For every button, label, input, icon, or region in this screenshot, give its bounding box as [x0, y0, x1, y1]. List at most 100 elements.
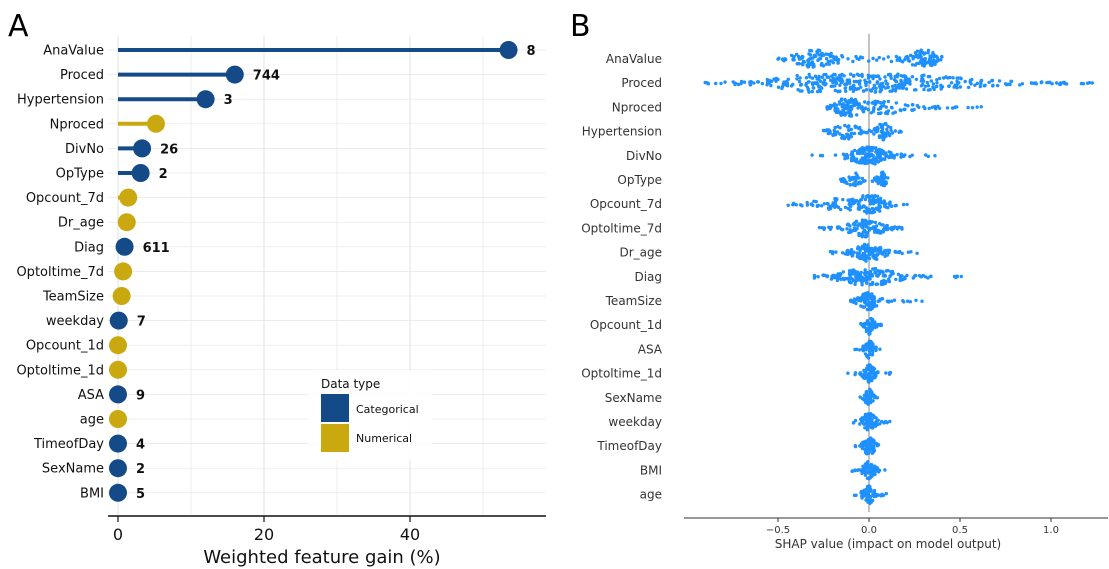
shap-point-nproced: [927, 106, 931, 111]
dot-divno: [133, 139, 152, 158]
shap-point-diag: [876, 269, 880, 273]
shap-point-sexname: [872, 395, 877, 399]
shap-point-anavalue: [794, 52, 799, 56]
shap-point-diag: [860, 276, 865, 280]
shap-point-hypertension: [836, 125, 840, 129]
shap-point-anavalue: [923, 57, 927, 61]
shap-point-proced: [817, 84, 822, 89]
category-label-anavalue: AnaValue: [43, 44, 104, 59]
shap-point-dr-age: [869, 246, 874, 251]
shap-point-nproced: [872, 106, 876, 110]
category-label-opcount-1d: Opcount_1d: [26, 339, 104, 354]
category-label-nproced: Nproced: [50, 117, 104, 132]
shap-point-hypertension: [859, 132, 863, 136]
shap-point-proced: [740, 79, 744, 84]
shap-point-diag: [848, 274, 852, 279]
shap-point-teamsize: [872, 300, 877, 305]
shap-point-proced: [856, 87, 861, 91]
shap-point-weekday: [861, 416, 865, 420]
shap-point-opcount-1d: [872, 323, 876, 328]
shap-point-proced: [973, 83, 977, 87]
shap-point-teamsize: [867, 303, 871, 307]
shap-point-divno: [833, 153, 838, 157]
shap-point-nproced: [832, 103, 836, 108]
shap-point-proced: [878, 89, 883, 93]
shap-point-optoltime-1d: [862, 368, 866, 373]
shap-point-proced: [1064, 82, 1069, 86]
panel-a-grid: [108, 36, 546, 515]
shap-point-dr-age: [871, 251, 875, 256]
shap-point-hypertension: [852, 131, 857, 136]
shap-point-teamsize: [890, 299, 894, 303]
shap-point-opcount-7d: [861, 204, 866, 208]
shap-point-opcount-7d: [867, 207, 871, 212]
shap-point-divno: [862, 149, 867, 153]
shap-point-proced: [872, 83, 876, 88]
shap-point-opcount-7d: [826, 206, 831, 210]
shap-point-nproced: [890, 106, 894, 110]
shap-point-optype: [848, 182, 852, 187]
shap-point-nproced: [911, 103, 915, 107]
panel-b-category-labels: AnaValue Proced Nproced Hypertension DivNo Op…: [581, 52, 663, 502]
shap-point-hypertension: [889, 125, 893, 130]
shap-point-anavalue: [820, 51, 824, 56]
shap-point-hypertension: [843, 123, 847, 128]
shap-point-nproced: [884, 105, 888, 109]
shap-point-proced: [1062, 80, 1066, 85]
shap-point-proced: [975, 81, 979, 86]
shap-point-anavalue: [860, 56, 865, 60]
shap-point-optoltime-7d: [884, 225, 888, 230]
shap-point-anavalue: [832, 57, 837, 61]
shap-point-weekday: [871, 424, 875, 428]
shap-point-optoltime-7d: [840, 227, 844, 232]
shap-point-hypertension: [832, 128, 836, 133]
shap-point-divno: [819, 153, 823, 158]
shap-point-opcount-7d: [792, 202, 796, 206]
shap-point-teamsize: [868, 307, 873, 312]
shap-point-anavalue: [846, 57, 850, 61]
shap-point-proced: [921, 79, 926, 84]
shap-point-proced: [899, 78, 903, 83]
shap-point-weekday: [865, 425, 870, 430]
shap-point-proced: [920, 82, 925, 87]
shap-tick-label: 0.5: [952, 525, 968, 536]
shap-point-dr-age: [861, 246, 865, 251]
shap-point-dr-age: [873, 257, 878, 261]
shap-point-opcount-7d: [843, 205, 848, 210]
shap-point-optoltime-7d: [877, 222, 882, 226]
shap-point-divno: [852, 158, 856, 163]
shap-point-diag: [873, 266, 878, 271]
shap-point-divno: [887, 155, 891, 160]
shap-point-optoltime-7d: [889, 226, 893, 230]
shap-point-dr-age: [864, 248, 868, 253]
tick-label: 0: [113, 525, 123, 544]
shap-feature-label-asa: ASA: [638, 342, 663, 356]
category-label-weekday: weekday: [46, 314, 104, 329]
shap-point-anavalue: [931, 55, 936, 59]
shap-point-proced: [963, 79, 967, 84]
shap-point-dr-age: [862, 242, 867, 247]
shap-point-hypertension: [834, 131, 838, 135]
shap-point-diag: [856, 277, 860, 281]
shap-point-age: [868, 485, 872, 489]
tick-label: 20: [254, 525, 274, 544]
shap-point-opcount-7d: [874, 206, 878, 210]
shap-point-nproced: [885, 111, 890, 116]
shap-point-proced: [1045, 80, 1049, 85]
shap-point-weekday: [888, 419, 892, 424]
shap-point-hypertension: [838, 132, 842, 136]
shap-point-bmi: [876, 468, 881, 472]
shap-point-opcount-7d: [800, 204, 804, 208]
shap-point-optoltime-7d: [873, 220, 878, 225]
shap-point-teamsize: [877, 299, 882, 303]
shap-point-diag: [899, 277, 903, 281]
shap-point-timeofday: [875, 442, 879, 446]
shap-feature-label-opcount-7d: Opcount_7d: [590, 197, 662, 211]
shap-point-proced: [805, 85, 810, 90]
shap-point-anavalue: [915, 49, 920, 53]
shap-point-anavalue: [867, 59, 871, 63]
shap-point-opcount-7d: [871, 207, 875, 211]
shap-point-proced: [795, 73, 799, 78]
shap-point-diag: [929, 274, 933, 278]
